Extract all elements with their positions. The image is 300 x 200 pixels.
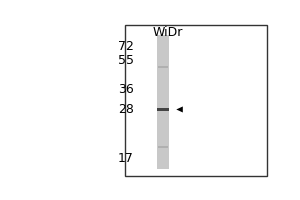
Bar	[158, 146, 168, 148]
Polygon shape	[176, 106, 183, 112]
Text: 55: 55	[118, 54, 134, 67]
Bar	[125, 25, 266, 176]
Text: 17: 17	[118, 152, 134, 165]
Text: 72: 72	[118, 40, 134, 53]
Bar	[157, 108, 169, 111]
Text: 28: 28	[118, 103, 134, 116]
Text: 36: 36	[118, 83, 134, 96]
Bar	[158, 66, 168, 68]
Text: WiDr: WiDr	[152, 26, 183, 39]
Bar	[157, 35, 169, 169]
